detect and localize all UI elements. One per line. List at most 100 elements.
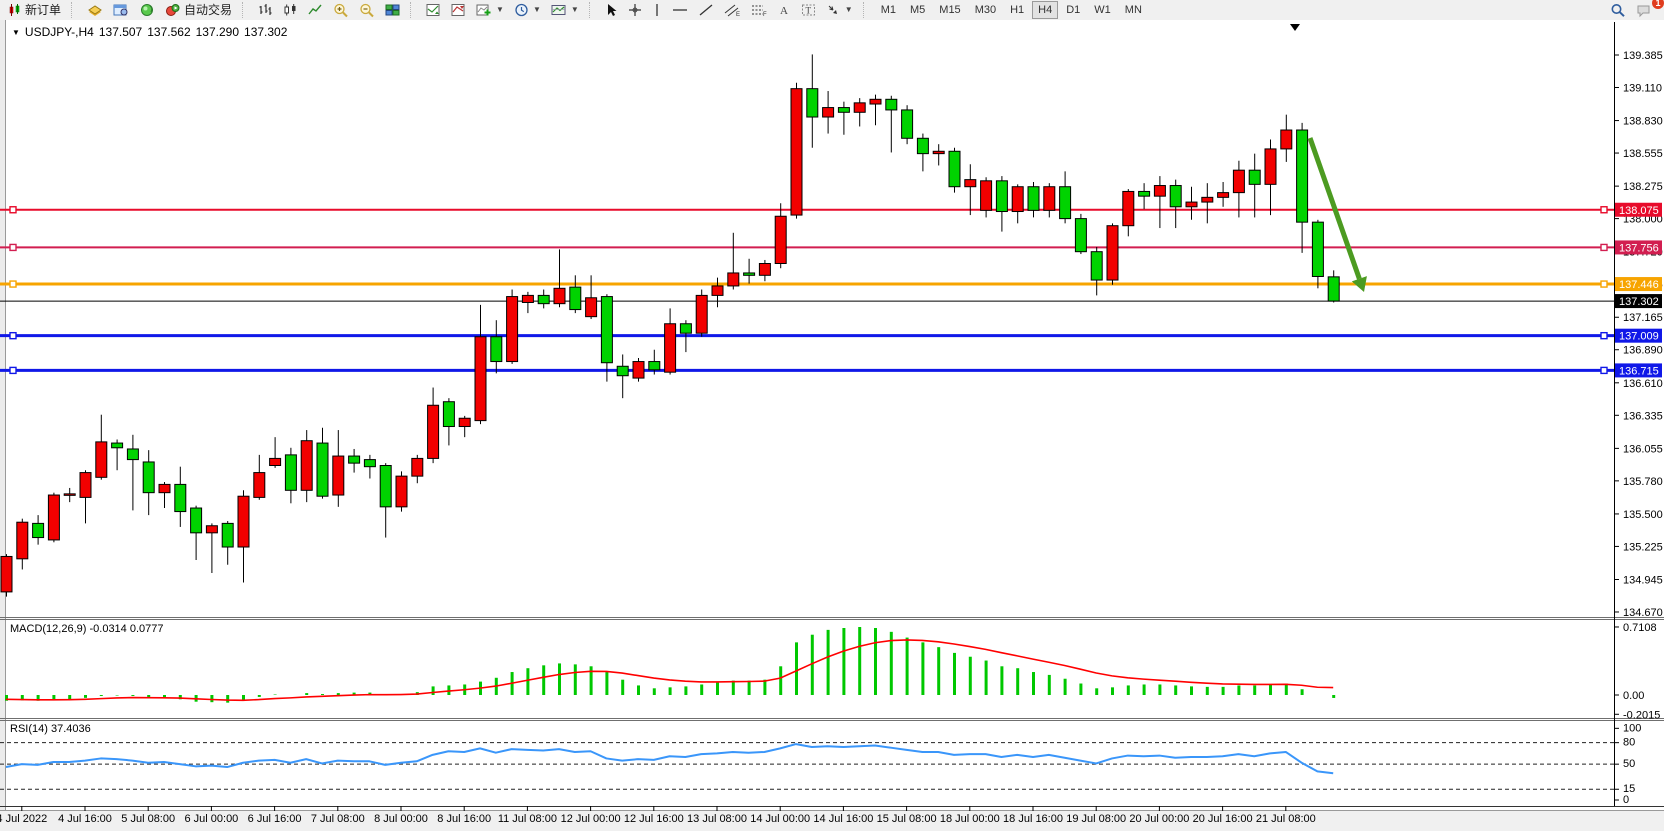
- cursor-button[interactable]: [600, 0, 623, 20]
- price-axis-tick-label: 139.385: [1623, 50, 1663, 62]
- candle-body: [679, 323, 692, 334]
- period-button[interactable]: ▼: [509, 0, 546, 20]
- text-label-button[interactable]: T: [796, 0, 821, 20]
- fibonacci-button[interactable]: F: [746, 0, 773, 20]
- candle-body: [537, 294, 550, 305]
- candle-body: [348, 455, 361, 464]
- horizontal-line-button[interactable]: [667, 0, 693, 20]
- arrows-tool-button[interactable]: ▼: [821, 0, 858, 20]
- price-line-badge-label: 137.302: [1619, 296, 1659, 308]
- tf-w1-button[interactable]: W1: [1094, 4, 1111, 16]
- tf-h4-button[interactable]: H4: [1032, 1, 1059, 19]
- tf-m5-button[interactable]: M5: [910, 4, 926, 16]
- crosshair-icon: [628, 4, 641, 16]
- line-handle[interactable]: [9, 243, 17, 252]
- candlestick-chart-icon: [284, 4, 296, 16]
- svg-text:E: E: [736, 12, 740, 17]
- notification-count-badge: 1: [1652, 0, 1664, 9]
- time-axis-label: 14 Jul 00:00: [750, 813, 810, 825]
- candle-body: [1011, 186, 1024, 213]
- price-axis-tick-label: 136.335: [1623, 410, 1663, 422]
- zoom-in-button[interactable]: [328, 0, 354, 20]
- new-order-button[interactable]: 新订单: [3, 0, 66, 20]
- data-window-button[interactable]: [108, 0, 134, 20]
- line-handle[interactable]: [9, 331, 17, 340]
- line-handle[interactable]: [9, 206, 17, 214]
- candle-body: [1311, 221, 1324, 277]
- price-line-badge-label: 136.715: [1619, 365, 1659, 377]
- indicator-list-icon: [451, 4, 465, 16]
- tf-m30-button[interactable]: M30: [974, 4, 997, 16]
- candle-body: [442, 401, 455, 428]
- candle-body: [269, 457, 282, 467]
- time-axis-label: 7 Jul 08:00: [311, 813, 365, 825]
- tf-mn-button[interactable]: MN: [1124, 4, 1142, 16]
- tile-windows-button[interactable]: [380, 0, 405, 20]
- quote-low: 137.290: [195, 25, 240, 39]
- zoom-in-icon: [334, 3, 348, 17]
- price-axis-tick-label: 135.780: [1623, 476, 1663, 488]
- candle-body: [284, 454, 297, 491]
- trend-arrow[interactable]: [1307, 137, 1362, 280]
- candle-body: [1122, 190, 1135, 227]
- line-handle[interactable]: [1600, 366, 1608, 375]
- candle-body: [1074, 218, 1087, 253]
- candle-body: [142, 461, 155, 494]
- macd-signal-line: [5, 639, 1334, 702]
- candle-body: [916, 137, 929, 155]
- line-handle[interactable]: [9, 366, 17, 375]
- time-axis-label: 14 Jul 16:00: [813, 813, 873, 825]
- bar-chart-button[interactable]: [253, 0, 278, 20]
- line-chart-button[interactable]: [303, 0, 328, 20]
- candle-body: [316, 442, 329, 497]
- trend-arrow-head[interactable]: [1351, 276, 1367, 292]
- line-handle[interactable]: [1600, 280, 1608, 288]
- svg-text:A: A: [780, 5, 788, 17]
- notifications-button[interactable]: 1: [1631, 0, 1664, 20]
- candle-body: [885, 98, 898, 111]
- candle-body: [758, 262, 771, 276]
- one-click-trading-toggle-icon[interactable]: ▼: [12, 27, 20, 37]
- chart-background: [0, 20, 1664, 831]
- strategy-tester-button[interactable]: [134, 0, 160, 20]
- indicator-list-button[interactable]: [446, 0, 471, 20]
- time-axis-label: 12 Jul 16:00: [624, 813, 684, 825]
- ohlc-quote-bar[interactable]: ▼ USDJPY-,H4 137.507 137.562 137.290 137…: [12, 25, 287, 39]
- line-handle[interactable]: [1600, 206, 1608, 214]
- candle-body: [237, 495, 250, 548]
- tf-h1-button[interactable]: H1: [1010, 4, 1025, 16]
- tf-d1-button[interactable]: D1: [1066, 4, 1081, 16]
- line-handle[interactable]: [1600, 243, 1608, 252]
- template-button[interactable]: ▼: [546, 0, 584, 20]
- macd-axis-label: 0.00: [1623, 690, 1644, 702]
- candle-body: [1232, 169, 1245, 194]
- candle-body: [521, 294, 534, 303]
- tf-m15-button[interactable]: M15: [939, 4, 961, 16]
- line-handle[interactable]: [9, 280, 17, 288]
- chart-shift-marker[interactable]: [1290, 24, 1300, 31]
- price-axis-tick-label: 137.165: [1623, 312, 1663, 324]
- search-button[interactable]: [1605, 0, 1631, 20]
- svg-text:F: F: [763, 12, 767, 17]
- line-handle[interactable]: [1600, 331, 1608, 340]
- channel-button[interactable]: E: [719, 0, 746, 20]
- macd-name: MACD(12,26,9): [10, 623, 87, 635]
- zoom-out-button[interactable]: [354, 0, 380, 20]
- candlestick-chart-button[interactable]: [278, 0, 303, 20]
- horizontal-line-icon: [672, 9, 687, 11]
- rsi-axis-label: 0: [1623, 794, 1629, 806]
- crosshair-button[interactable]: [623, 0, 647, 20]
- time-axis-label: 15 Jul 08:00: [877, 813, 937, 825]
- signal-orb-icon: [141, 4, 154, 16]
- toolbar: 新订单: [0, 0, 1664, 21]
- candle-body: [743, 272, 756, 276]
- trendline-button[interactable]: [693, 0, 719, 20]
- add-indicator-button[interactable]: ▼: [471, 0, 509, 20]
- text-button[interactable]: A: [773, 0, 796, 20]
- vertical-line-button[interactable]: [647, 0, 667, 20]
- autotrading-button[interactable]: 自动交易: [160, 0, 237, 20]
- price-chart[interactable]: 139.385 139.110 138.830 138.555 138.275 138.0…: [0, 20, 1664, 831]
- indicator-window-button[interactable]: [421, 0, 446, 20]
- tf-m1-button[interactable]: M1: [880, 4, 896, 16]
- market-watch-button[interactable]: [82, 0, 108, 20]
